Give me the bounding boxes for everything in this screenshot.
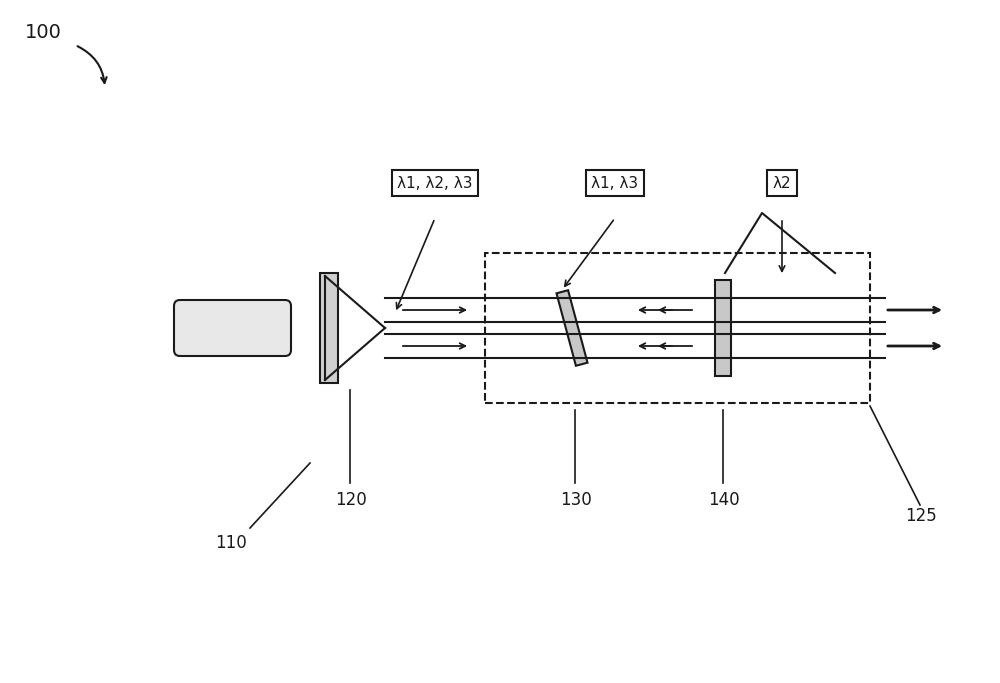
Text: 130: 130	[560, 491, 592, 509]
Text: λ2: λ2	[773, 176, 791, 191]
Text: 125: 125	[905, 507, 937, 525]
Bar	[320, 273, 338, 383]
Text: 120: 120	[335, 491, 367, 509]
Bar	[485, 253, 870, 403]
Text: λ1, λ3: λ1, λ3	[591, 176, 639, 191]
Text: 100: 100	[25, 23, 62, 42]
Text: λ1, λ2, λ3: λ1, λ2, λ3	[397, 176, 473, 191]
Text: 140: 140	[708, 491, 740, 509]
Bar	[715, 280, 731, 376]
Polygon shape	[556, 290, 588, 366]
FancyBboxPatch shape	[174, 300, 291, 356]
Text: 110: 110	[215, 534, 247, 552]
